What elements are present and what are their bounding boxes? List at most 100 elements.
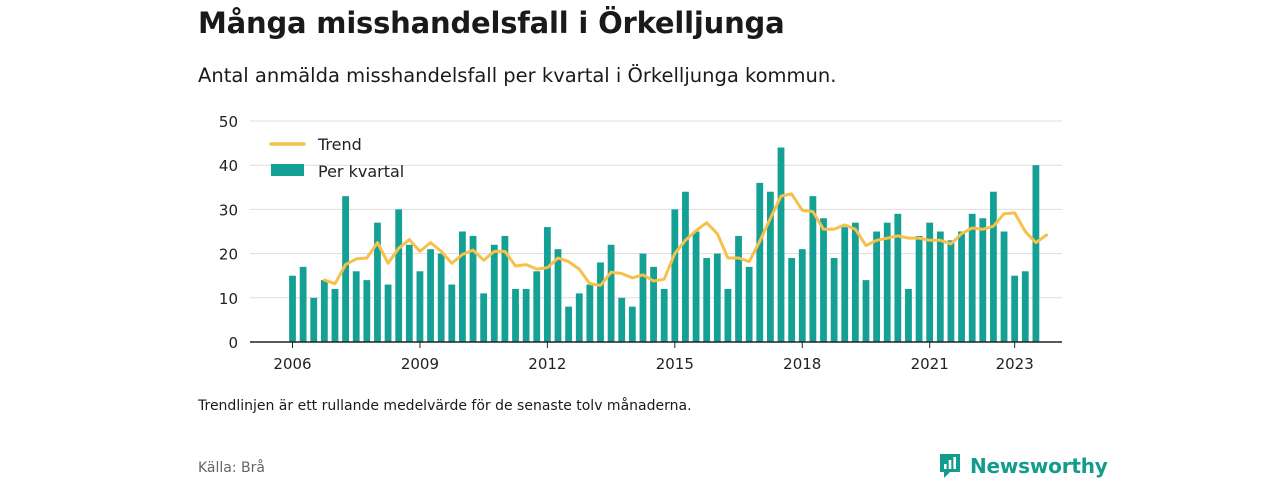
legend: Trend Per kvartal bbox=[269, 135, 404, 181]
x-tick-label: 2015 bbox=[656, 355, 694, 373]
legend-label-bars: Per kvartal bbox=[318, 162, 404, 181]
bar bbox=[820, 218, 827, 342]
bar bbox=[1021, 271, 1029, 342]
source-label: Källa: Brå bbox=[198, 460, 265, 476]
bar bbox=[767, 191, 774, 342]
bar bbox=[862, 280, 870, 342]
bar bbox=[554, 249, 562, 342]
bar bbox=[543, 227, 551, 342]
bar bbox=[905, 288, 912, 342]
legend-swatch-bars bbox=[271, 164, 304, 176]
bar bbox=[968, 213, 976, 342]
trend-series bbox=[322, 192, 1048, 287]
bar bbox=[490, 244, 498, 342]
bar bbox=[501, 235, 509, 342]
bar bbox=[586, 284, 594, 342]
bar bbox=[1032, 165, 1040, 342]
bar bbox=[735, 235, 742, 342]
newsworthy-icon bbox=[940, 454, 960, 478]
bar bbox=[374, 222, 381, 342]
bar bbox=[565, 306, 573, 342]
bar bbox=[618, 297, 626, 342]
bar bbox=[299, 266, 307, 342]
y-tick-label: 30 bbox=[219, 201, 238, 219]
y-tick-label: 40 bbox=[219, 157, 238, 175]
x-tick-label: 2021 bbox=[911, 355, 949, 373]
bar bbox=[1000, 231, 1008, 342]
bar bbox=[522, 288, 530, 342]
bar bbox=[512, 288, 519, 342]
bar bbox=[809, 196, 817, 342]
bar bbox=[660, 288, 668, 342]
legend-label-trend: Trend bbox=[317, 135, 362, 154]
bar bbox=[883, 222, 891, 342]
footnote: Trendlinjen är ett rullande medelvärde f… bbox=[198, 398, 692, 414]
x-tick-label: 2009 bbox=[401, 355, 439, 373]
bar bbox=[331, 288, 339, 342]
newsworthy-logo[interactable]: Newsworthy bbox=[938, 451, 1108, 481]
bar bbox=[671, 209, 679, 342]
bar bbox=[990, 191, 997, 342]
bar bbox=[405, 244, 413, 342]
bar bbox=[692, 231, 700, 342]
bar bbox=[320, 280, 328, 342]
bar bbox=[575, 293, 583, 342]
bar bbox=[628, 306, 636, 342]
bar bbox=[416, 271, 424, 342]
bar bbox=[1011, 275, 1019, 342]
bar bbox=[289, 275, 296, 342]
bar bbox=[682, 191, 689, 342]
bar bbox=[703, 258, 711, 342]
bar bbox=[650, 266, 657, 342]
x-tick-label: 2018 bbox=[783, 355, 821, 373]
bar bbox=[724, 288, 732, 342]
bar bbox=[427, 249, 434, 342]
bar bbox=[979, 218, 987, 342]
bar bbox=[894, 213, 902, 342]
bar bbox=[437, 253, 445, 342]
bar bbox=[841, 227, 849, 342]
bar bbox=[798, 249, 806, 342]
bar bbox=[873, 231, 880, 342]
brand-name: Newsworthy bbox=[970, 454, 1108, 478]
bar bbox=[936, 231, 944, 342]
x-tick-label: 2006 bbox=[273, 355, 311, 373]
trend-line bbox=[322, 192, 1048, 287]
bar bbox=[915, 235, 923, 342]
bar bbox=[395, 209, 403, 342]
bar bbox=[384, 284, 392, 342]
bar bbox=[448, 284, 456, 342]
bar bbox=[607, 244, 615, 342]
bar bbox=[947, 240, 955, 342]
bar bbox=[926, 222, 934, 342]
bar bbox=[533, 271, 541, 342]
bar bbox=[830, 258, 838, 342]
chart-title: Många misshandelsfall i Örkelljunga bbox=[198, 6, 785, 40]
bar bbox=[310, 297, 318, 342]
y-tick-label: 20 bbox=[219, 246, 238, 264]
bar bbox=[745, 266, 753, 342]
bar bbox=[352, 271, 360, 342]
bar bbox=[469, 235, 477, 342]
bar bbox=[756, 182, 764, 342]
bar bbox=[777, 147, 785, 342]
bar bbox=[713, 253, 721, 342]
chart-subtitle: Antal anmälda misshandelsfall per kvarta… bbox=[198, 64, 837, 87]
y-tick-label: 50 bbox=[219, 113, 238, 131]
bar bbox=[639, 253, 647, 342]
bar-series bbox=[289, 147, 1040, 342]
bar bbox=[958, 231, 965, 342]
bar bbox=[597, 262, 604, 342]
bar bbox=[480, 293, 488, 342]
bar bbox=[363, 280, 371, 342]
bar bbox=[459, 231, 466, 342]
x-tick-label: 2023 bbox=[996, 355, 1034, 373]
y-tick-label: 0 bbox=[228, 334, 238, 352]
bar bbox=[788, 258, 796, 342]
bar bbox=[851, 222, 859, 342]
y-tick-label: 10 bbox=[219, 290, 238, 308]
axes: 0 10 20 30 40 50 2006 2009 2012 2015 2018 2021 2023 bbox=[219, 113, 1062, 373]
x-tick-label: 2012 bbox=[528, 355, 566, 373]
bar bbox=[342, 196, 349, 342]
